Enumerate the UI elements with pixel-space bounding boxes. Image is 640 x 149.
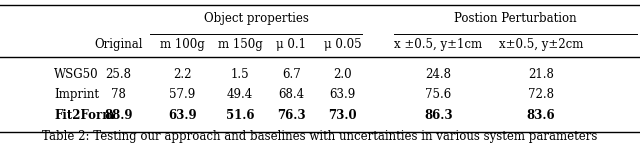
Text: Object properties: Object properties xyxy=(204,12,308,25)
Text: 73.0: 73.0 xyxy=(328,109,356,122)
Text: Postion Perturbation: Postion Perturbation xyxy=(454,12,577,25)
Text: 75.6: 75.6 xyxy=(425,88,452,101)
Text: 2.0: 2.0 xyxy=(333,68,352,81)
Text: Original: Original xyxy=(94,38,143,51)
Text: μ 0.05: μ 0.05 xyxy=(324,38,361,51)
Text: 76.3: 76.3 xyxy=(277,109,305,122)
Text: m 150g: m 150g xyxy=(218,38,262,51)
Text: Table 2: Testing our approach and baselines with uncertainties in various system: Table 2: Testing our approach and baseli… xyxy=(42,130,598,143)
Text: x ±0.5, y±1cm: x ±0.5, y±1cm xyxy=(394,38,483,51)
Text: 51.6: 51.6 xyxy=(226,109,254,122)
Text: 78: 78 xyxy=(111,88,126,101)
Text: 72.8: 72.8 xyxy=(528,88,554,101)
Text: 86.3: 86.3 xyxy=(424,109,452,122)
Text: Imprint: Imprint xyxy=(54,88,99,101)
Text: 63.9: 63.9 xyxy=(168,109,196,122)
Text: 57.9: 57.9 xyxy=(169,88,196,101)
Text: 21.8: 21.8 xyxy=(528,68,554,81)
Text: 68.4: 68.4 xyxy=(278,88,304,101)
Text: 1.5: 1.5 xyxy=(230,68,250,81)
Text: 49.4: 49.4 xyxy=(227,88,253,101)
Text: WSG50: WSG50 xyxy=(54,68,99,81)
Text: x±0.5, y±2cm: x±0.5, y±2cm xyxy=(499,38,583,51)
Text: 83.6: 83.6 xyxy=(527,109,555,122)
Text: 2.2: 2.2 xyxy=(173,68,191,81)
Text: Fit2Form: Fit2Form xyxy=(54,109,115,122)
Text: 88.9: 88.9 xyxy=(104,109,132,122)
Text: 24.8: 24.8 xyxy=(426,68,451,81)
Text: m 100g: m 100g xyxy=(160,38,205,51)
Text: 63.9: 63.9 xyxy=(329,88,356,101)
Text: 25.8: 25.8 xyxy=(106,68,131,81)
Text: μ 0.1: μ 0.1 xyxy=(276,38,306,51)
Text: 6.7: 6.7 xyxy=(282,68,301,81)
